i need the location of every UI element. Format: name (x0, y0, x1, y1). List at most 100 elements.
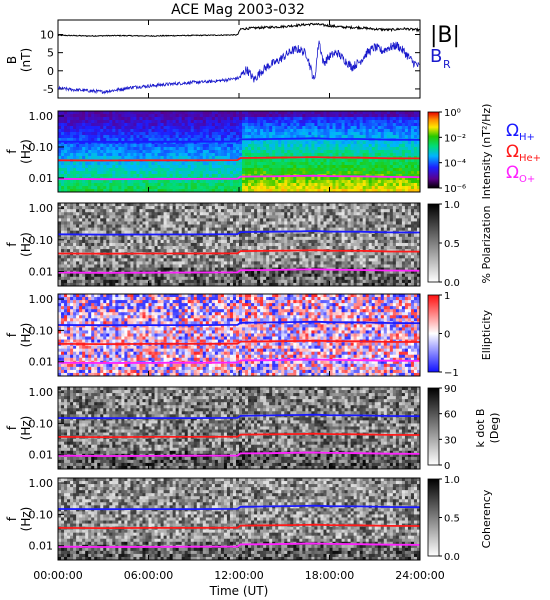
spectrogram-cell (362, 126, 367, 130)
spectrogram-cell (353, 132, 358, 136)
spectrogram-cell (208, 239, 213, 244)
spectrogram-cell (100, 230, 104, 235)
spectrogram-cell (359, 189, 364, 193)
spectrogram-cell (242, 221, 246, 225)
spectrogram-cell (73, 141, 77, 145)
spectrogram-cell (112, 221, 116, 225)
spectrogram-cell (178, 162, 183, 166)
spectrogram-cell (85, 150, 89, 154)
spectrogram-cell (305, 206, 309, 210)
spectrogram-cell (187, 141, 192, 145)
spectrogram-cell (115, 123, 119, 127)
spectrogram-cell (118, 227, 122, 232)
spectrogram-cell (329, 227, 333, 232)
spectrogram-cell (184, 224, 189, 228)
spectrogram-cell (133, 239, 137, 244)
spectrogram-cell (163, 209, 167, 213)
spectrogram-cell (103, 126, 107, 130)
spectrogram-cell (169, 209, 174, 213)
spectrogram-cell (332, 153, 336, 157)
spectrogram-cell (79, 138, 83, 142)
spectrogram-cell (199, 126, 204, 130)
spectrogram-cell (58, 221, 62, 225)
spectrogram-cell (181, 111, 186, 115)
spectrogram-cell (169, 206, 174, 210)
spectrogram-cell (263, 209, 267, 213)
spectrogram-cell (245, 114, 249, 118)
spectrogram-cell (100, 221, 104, 225)
spectrogram-cell (115, 165, 119, 169)
spectrogram-cell (383, 221, 388, 225)
spectrogram-cell (73, 147, 77, 151)
spectrogram-cell (100, 239, 104, 244)
spectrogram-cell (245, 135, 249, 139)
spectrogram-cell (178, 174, 183, 178)
spectrogram-cell (148, 150, 152, 154)
spectrogram-cell (338, 224, 342, 228)
spectrogram-cell (398, 221, 403, 225)
spectrogram-cell (175, 239, 180, 244)
spectrogram-cell (142, 233, 146, 238)
spectrogram-cell (97, 186, 101, 190)
spectrogram-cell (386, 135, 391, 139)
spectrogram-cell (130, 186, 134, 190)
spectrogram-cell (293, 123, 297, 127)
spectrogram-cell (64, 111, 68, 115)
spectrogram-cell (61, 242, 65, 247)
spectrogram-cell (305, 239, 309, 244)
spectrogram-cell (257, 144, 261, 148)
spectrogram-cell (281, 168, 285, 172)
spectrogram-cell (217, 239, 222, 244)
spectrogram-cell (350, 239, 355, 244)
spectrogram-cell (139, 111, 143, 115)
spectrogram-cell (187, 114, 192, 118)
spectrogram-cell (401, 227, 406, 232)
spectrogram-cell (232, 230, 237, 235)
spectrogram-cell (308, 138, 312, 142)
spectrogram-cell (311, 212, 315, 216)
spectrogram-cell (368, 120, 373, 124)
spectrogram-cell (178, 230, 183, 235)
spectrogram-cell (100, 186, 104, 190)
spectrogram-cell (392, 189, 397, 193)
spectrogram-cell (94, 242, 98, 247)
spectrogram-cell (395, 242, 400, 247)
spectrogram-cell (220, 135, 225, 139)
spectrogram-cell (320, 186, 324, 190)
spectrogram-cell (169, 156, 174, 160)
spectrogram-cell (290, 203, 294, 207)
spectrogram-cell (287, 132, 291, 136)
spectrogram-cell (61, 239, 65, 244)
spectrogram-cell (251, 215, 255, 219)
spectrogram-cell (353, 206, 358, 210)
spectrogram-cell (380, 203, 385, 207)
spectrogram-cell (311, 236, 315, 241)
spectrogram-cell (317, 209, 321, 213)
spectrogram-cell (109, 165, 113, 169)
spectrogram-cell (278, 162, 282, 166)
spectrogram-cell (362, 141, 367, 145)
spectrogram-cell (326, 183, 330, 187)
spectrogram-cell (103, 174, 107, 178)
spectrogram-cell (332, 177, 336, 181)
spectrogram-cell (395, 159, 400, 163)
spectrogram-cell (386, 209, 391, 213)
spectrogram-cell (260, 150, 264, 154)
spectrogram-cell (323, 132, 327, 136)
spectrogram-cell (151, 183, 155, 187)
spectrogram-cell (94, 186, 98, 190)
spectrogram-cell (235, 144, 240, 148)
spectrogram-cell (226, 236, 231, 241)
spectrogram-cell (151, 123, 155, 127)
spectrogram-cell (377, 212, 382, 216)
spectrogram-cell (187, 174, 192, 178)
spectrogram-cell (145, 120, 149, 124)
spectrogram-cell (121, 233, 125, 238)
spectrogram-cell (380, 177, 385, 181)
spectrogram-cell (172, 156, 177, 160)
spectrogram-cell (157, 171, 161, 175)
spectrogram-cell (266, 120, 270, 124)
spectrogram-cell (58, 236, 62, 241)
spectrogram-cell (160, 168, 164, 172)
spectrogram-cell (296, 183, 300, 187)
